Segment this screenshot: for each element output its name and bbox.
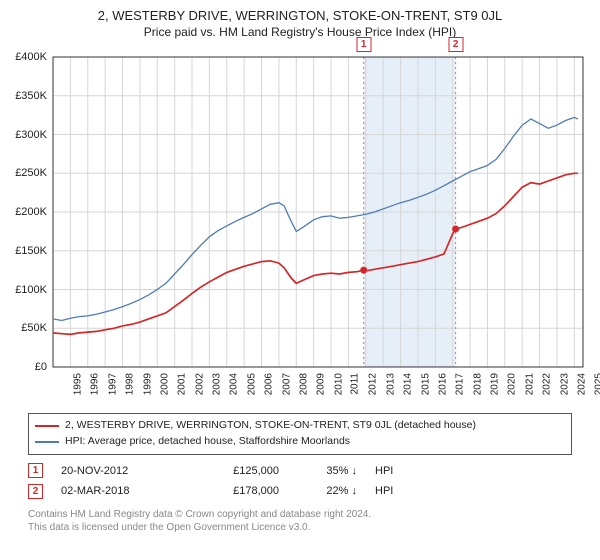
x-axis-tick-label: 2021 (524, 373, 535, 395)
x-axis-tick-label: 2020 (507, 373, 518, 395)
legend-label: HPI: Average price, detached house, Staf… (65, 434, 350, 450)
x-axis-tick-label: 2023 (559, 373, 570, 395)
y-axis-tick-label: £150K (5, 245, 47, 257)
sale-pct: 35% ↓ (297, 461, 357, 482)
chart-subtitle: Price paid vs. HM Land Registry's House … (0, 25, 600, 39)
y-axis-tick-label: £100K (5, 284, 47, 296)
x-axis-tick-label: 2009 (316, 373, 327, 395)
chart-svg (5, 45, 595, 405)
x-axis-tick-label: 2022 (541, 373, 552, 395)
chart-title: 2, WESTERBY DRIVE, WERRINGTON, STOKE-ON-… (0, 8, 600, 23)
x-axis-tick-label: 2013 (385, 373, 396, 395)
x-axis-tick-label: 2017 (455, 373, 466, 395)
x-axis-tick-label: 1997 (107, 373, 118, 395)
y-axis-tick-label: £50K (5, 322, 47, 334)
footer-attribution: Contains HM Land Registry data © Crown c… (28, 508, 572, 534)
x-axis-tick-label: 2004 (229, 373, 240, 395)
footer-line: Contains HM Land Registry data © Crown c… (28, 508, 572, 521)
x-axis-tick-label: 2005 (246, 373, 257, 395)
x-axis-tick-label: 2003 (211, 373, 222, 395)
x-axis-tick-label: 2010 (333, 373, 344, 395)
chart-sale-marker-icon: 2 (448, 37, 463, 52)
sales-table: 1 20-NOV-2012 £125,000 35% ↓ HPI 2 02-MA… (28, 461, 572, 503)
x-axis-tick-label: 2018 (472, 373, 483, 395)
y-axis-tick-label: £350K (5, 90, 47, 102)
legend-row: 2, WESTERBY DRIVE, WERRINGTON, STOKE-ON-… (35, 418, 565, 434)
y-axis-tick-label: £250K (5, 167, 47, 179)
x-axis-tick-label: 2019 (489, 373, 500, 395)
x-axis-tick-label: 1999 (142, 373, 153, 395)
x-axis-tick-label: 2006 (263, 373, 274, 395)
x-axis-tick-label: 2001 (177, 373, 188, 395)
x-axis-tick-label: 2025 (594, 373, 600, 395)
sale-date: 20-NOV-2012 (61, 461, 171, 482)
y-axis-tick-label: £300K (5, 129, 47, 141)
chart-sale-marker-icon: 1 (356, 37, 371, 52)
x-axis-tick-label: 2002 (194, 373, 205, 395)
legend-box: 2, WESTERBY DRIVE, WERRINGTON, STOKE-ON-… (28, 413, 572, 455)
sale-price: £178,000 (189, 481, 279, 502)
x-axis-tick-label: 2007 (281, 373, 292, 395)
x-axis-tick-label: 2014 (402, 373, 413, 395)
sale-row: 2 02-MAR-2018 £178,000 22% ↓ HPI (28, 481, 572, 502)
y-axis-tick-label: £0 (5, 361, 47, 373)
sale-hpi-label: HPI (375, 481, 415, 502)
sale-hpi-label: HPI (375, 461, 415, 482)
x-axis-tick-label: 2000 (159, 373, 170, 395)
x-axis-tick-label: 1998 (124, 373, 135, 395)
x-axis-tick-label: 2016 (437, 373, 448, 395)
x-axis-tick-label: 2012 (368, 373, 379, 395)
x-axis-tick-label: 2024 (576, 373, 587, 395)
x-axis-tick-label: 1995 (72, 373, 83, 395)
footer-line: This data is licensed under the Open Gov… (28, 521, 572, 534)
sale-row: 1 20-NOV-2012 £125,000 35% ↓ HPI (28, 461, 572, 482)
sale-date: 02-MAR-2018 (61, 481, 171, 502)
legend-label: 2, WESTERBY DRIVE, WERRINGTON, STOKE-ON-… (65, 418, 476, 434)
legend-row: HPI: Average price, detached house, Staf… (35, 434, 565, 450)
x-axis-tick-label: 2011 (350, 373, 361, 395)
sale-price: £125,000 (189, 461, 279, 482)
sale-marker-icon: 1 (28, 463, 43, 478)
x-axis-tick-label: 2015 (420, 373, 431, 395)
y-axis-tick-label: £200K (5, 206, 47, 218)
legend-swatch-1 (35, 425, 59, 427)
sale-pct: 22% ↓ (297, 481, 357, 502)
y-axis-tick-label: £400K (5, 51, 47, 63)
chart-area: £0 £50K £100K £150K £200K £250K £300K £350K £400… (5, 45, 595, 405)
x-axis-tick-label: 1996 (90, 373, 101, 395)
sale-marker-icon: 2 (28, 484, 43, 499)
x-axis-tick-label: 2008 (298, 373, 309, 395)
legend-swatch-2 (35, 441, 59, 443)
